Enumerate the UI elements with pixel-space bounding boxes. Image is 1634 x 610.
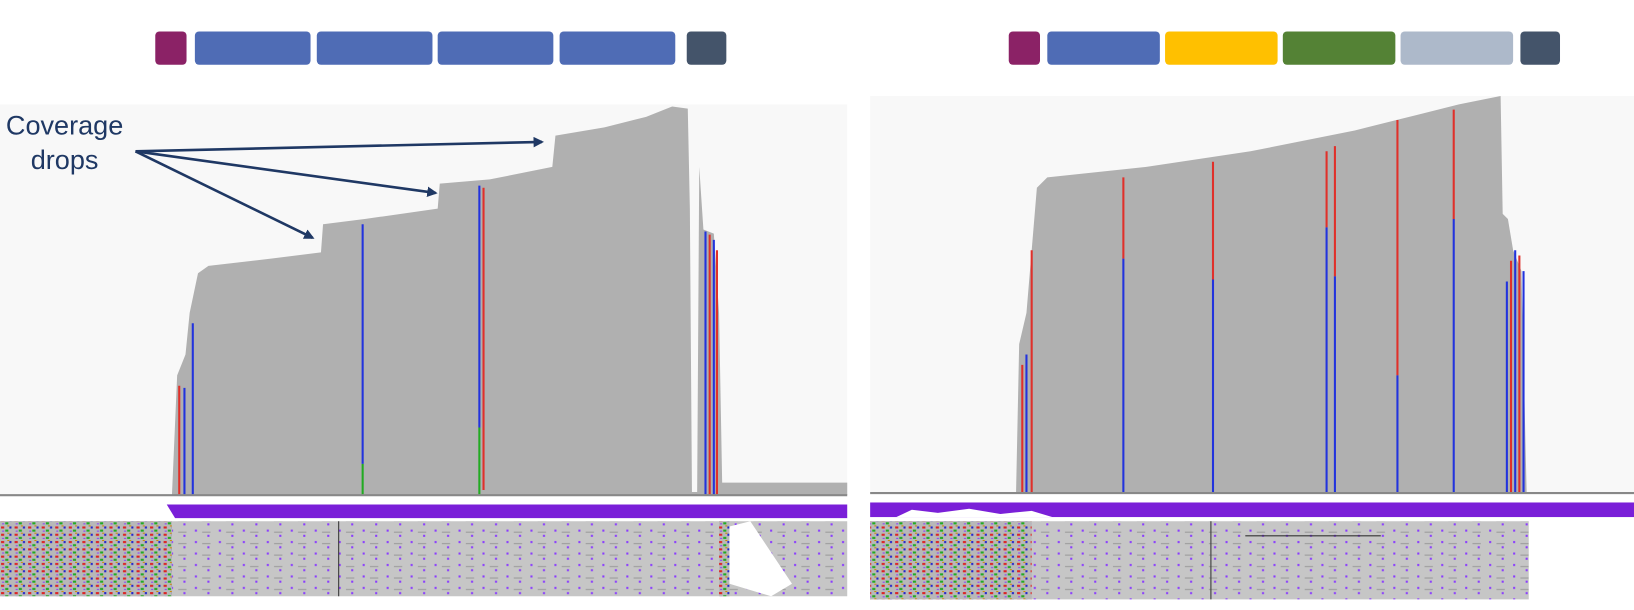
block — [1283, 31, 1396, 64]
block — [1047, 31, 1160, 64]
block — [1009, 31, 1040, 64]
annotation-text: drops — [31, 144, 99, 175]
block — [1165, 31, 1278, 64]
block — [687, 31, 727, 64]
block — [438, 31, 554, 64]
block — [560, 31, 676, 64]
reads-mismatch — [870, 521, 1032, 599]
legend-blocks-left — [155, 31, 726, 64]
right-panel — [870, 96, 1634, 599]
reads-mismatch — [719, 521, 729, 596]
annotation-text: Coverage — [6, 109, 123, 140]
page: {"annotation": {"lines": ["Coverage", "d… — [0, 0, 1634, 610]
block — [195, 31, 311, 64]
block — [1401, 31, 1514, 64]
figure: Coverage drops — [0, 0, 1634, 610]
reads-mismatch — [0, 521, 172, 596]
block — [1520, 31, 1560, 64]
body: Coverage drops (() => { const data = JSO… — [0, 0, 1634, 610]
annotation-track — [167, 505, 847, 519]
legend-blocks-right — [1009, 31, 1560, 64]
block — [155, 31, 186, 64]
block — [317, 31, 433, 64]
left-panel — [0, 104, 847, 596]
